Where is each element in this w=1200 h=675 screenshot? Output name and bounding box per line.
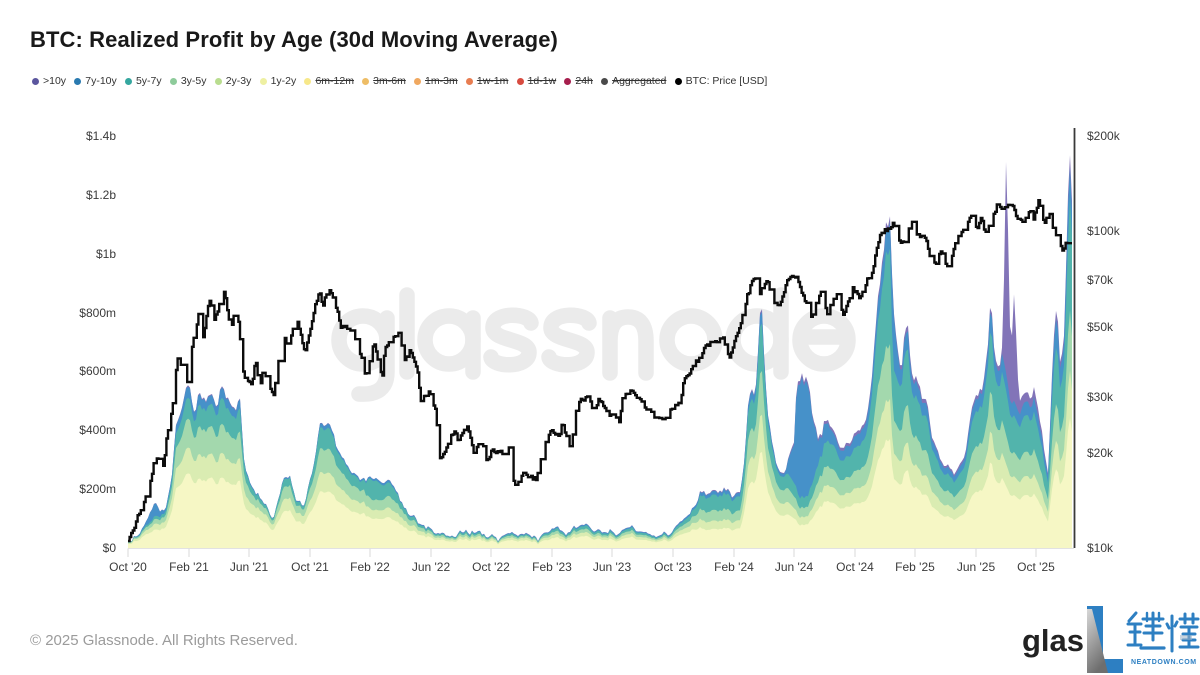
svg-text:Oct '24: Oct '24 <box>836 560 874 574</box>
svg-text:glas: glas <box>1022 623 1084 658</box>
svg-text:Feb '21: Feb '21 <box>169 560 209 574</box>
svg-text:Jun '23: Jun '23 <box>593 560 632 574</box>
svg-text:$1.2b: $1.2b <box>86 188 116 202</box>
svg-text:$200k: $200k <box>1087 129 1121 143</box>
svg-text:Oct '23: Oct '23 <box>654 560 692 574</box>
svg-text:Jun '24: Jun '24 <box>775 560 814 574</box>
svg-text:$10k: $10k <box>1087 541 1114 555</box>
svg-text:$400m: $400m <box>79 423 116 437</box>
svg-text:Feb '23: Feb '23 <box>532 560 572 574</box>
svg-text:$30k: $30k <box>1087 390 1114 404</box>
svg-text:$50k: $50k <box>1087 320 1114 334</box>
svg-text:Jun '21: Jun '21 <box>230 560 269 574</box>
svg-text:Oct '22: Oct '22 <box>472 560 510 574</box>
svg-text:NEATDOWN.COM: NEATDOWN.COM <box>1131 659 1197 666</box>
svg-text:Oct '25: Oct '25 <box>1017 560 1055 574</box>
svg-text:Feb '24: Feb '24 <box>714 560 754 574</box>
svg-text:$70k: $70k <box>1087 273 1114 287</box>
svg-text:Feb '22: Feb '22 <box>350 560 390 574</box>
svg-text:Oct '21: Oct '21 <box>291 560 329 574</box>
svg-text:$1b: $1b <box>96 247 116 261</box>
svg-text:Jun '25: Jun '25 <box>957 560 996 574</box>
svg-text:Oct '20: Oct '20 <box>109 560 147 574</box>
svg-text:Feb '25: Feb '25 <box>895 560 935 574</box>
svg-text:$600m: $600m <box>79 364 116 378</box>
svg-text:$0: $0 <box>103 541 117 555</box>
svg-text:$200m: $200m <box>79 482 116 496</box>
svg-text:Jun '22: Jun '22 <box>412 560 451 574</box>
svg-text:$20k: $20k <box>1087 446 1114 460</box>
svg-text:$1.4b: $1.4b <box>86 129 116 143</box>
svg-text:$800m: $800m <box>79 306 116 320</box>
svg-text:$100k: $100k <box>1087 224 1121 238</box>
